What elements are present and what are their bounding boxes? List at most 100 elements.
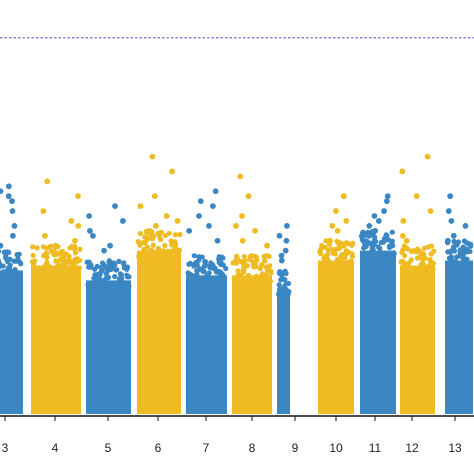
snp-point (425, 244, 432, 250)
snp-point (263, 253, 269, 259)
snp-point (103, 264, 109, 270)
snp-point (383, 232, 389, 238)
snp-point (276, 282, 282, 288)
snp-point (399, 232, 406, 239)
snp-point (116, 258, 122, 264)
snp-point (200, 268, 206, 274)
snp-point (261, 258, 268, 264)
snp-point (317, 250, 323, 256)
snp-point (421, 245, 428, 251)
snp-point (267, 263, 273, 269)
chromosome-4-peak (44, 178, 51, 185)
snp-point (162, 242, 168, 249)
snp-point (186, 261, 192, 267)
snp-point (461, 255, 468, 262)
chromosome-8-peak (237, 173, 244, 180)
snp-point (147, 252, 153, 258)
chromosome-3-points (0, 183, 24, 414)
snp-point (208, 260, 214, 266)
snp-point (403, 237, 410, 244)
snp-point (253, 254, 260, 260)
snp-point (221, 276, 227, 283)
chromosome-12-points (398, 153, 437, 414)
snp-point (467, 248, 473, 255)
snp-point (400, 218, 407, 224)
snp-point (427, 257, 433, 263)
x-tick-label: 5 (105, 441, 112, 455)
snp-point (53, 250, 59, 257)
snp-point (158, 229, 164, 235)
snp-point (206, 223, 212, 229)
snp-point (59, 248, 66, 254)
snp-point (77, 246, 83, 252)
snp-point (106, 259, 112, 265)
chromosome-13-peak (447, 193, 454, 200)
snp-point (75, 223, 82, 229)
snp-point (337, 240, 343, 246)
snp-point (338, 259, 345, 265)
snp-point (412, 269, 418, 275)
snp-point (414, 255, 421, 261)
snp-point (120, 218, 126, 224)
snp-point (250, 259, 256, 265)
snp-point (69, 264, 76, 270)
snp-point (252, 227, 258, 234)
chromosome-9-points (275, 223, 292, 414)
snp-point (202, 258, 208, 265)
snp-point (419, 269, 425, 275)
snp-point (426, 263, 432, 269)
snp-point (420, 250, 426, 257)
snp-point (454, 242, 460, 248)
snp-point (245, 272, 252, 278)
chromosome-12-bulk (400, 265, 435, 414)
snp-point (142, 249, 148, 255)
snp-point (124, 264, 130, 270)
snp-point (430, 260, 437, 266)
snp-point (137, 242, 143, 248)
snp-point (378, 239, 384, 246)
snp-point (0, 261, 3, 268)
snp-point (9, 208, 16, 214)
snp-point (327, 264, 333, 270)
snp-point (72, 243, 78, 249)
x-tick-label: 10 (329, 441, 343, 455)
snp-point (30, 252, 36, 258)
snp-point (408, 248, 415, 255)
snp-point (166, 230, 172, 237)
snp-point (449, 262, 455, 268)
chromosome-13-bulk (445, 260, 473, 414)
snp-point (36, 268, 42, 274)
snp-point (379, 251, 385, 258)
snp-point (172, 232, 179, 238)
snp-point (337, 254, 344, 260)
snp-point (321, 255, 327, 261)
snp-point (76, 266, 82, 272)
chromosome-5-peak (112, 203, 118, 210)
snp-point (283, 237, 290, 244)
snp-point (160, 248, 166, 254)
snp-point (54, 269, 61, 275)
snp-point (67, 259, 73, 266)
chromosome-8-bulk (232, 275, 272, 414)
snp-point (413, 193, 420, 200)
x-tick-label: 7 (203, 441, 210, 455)
snp-point (366, 232, 372, 239)
snp-point (451, 248, 458, 254)
snp-point (155, 245, 162, 252)
snp-point (0, 242, 4, 249)
snp-point (136, 253, 142, 260)
snp-point (383, 198, 390, 205)
x-tick-label: 3 (2, 441, 9, 455)
snp-point (390, 255, 396, 261)
x-tick-label: 12 (405, 441, 419, 455)
snp-point (5, 265, 11, 271)
snp-point (331, 250, 337, 257)
snp-point (385, 237, 392, 243)
snp-point (276, 232, 283, 239)
snp-point (285, 288, 291, 294)
snp-point (149, 232, 155, 238)
chromosome-10-points (317, 193, 356, 414)
snp-point (366, 223, 373, 229)
snp-point (362, 240, 368, 246)
snp-point (197, 198, 204, 205)
